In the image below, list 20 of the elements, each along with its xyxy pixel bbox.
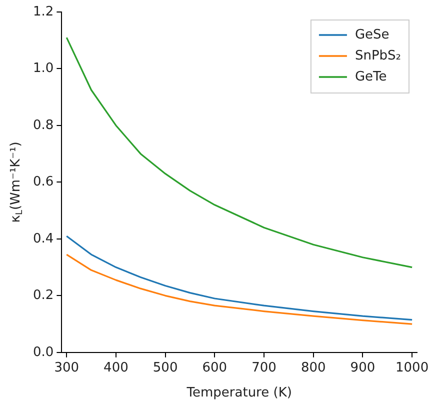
y-tick-label: 1.0	[32, 61, 54, 76]
x-tick-label: 600	[202, 360, 228, 376]
x-tick-label: 400	[104, 360, 128, 376]
x-tick-label: 800	[300, 360, 326, 376]
y-tick-label: 0.0	[32, 344, 54, 360]
legend-label: SnPbS₂	[354, 48, 401, 64]
y-tick-label: 0.2	[32, 288, 54, 304]
y-tick-label: 0.4	[32, 231, 54, 246]
x-tick-label: 700	[252, 360, 276, 376]
y-tick-label: 0.6	[32, 174, 54, 190]
x-axis-title: Temperature (K)	[186, 385, 292, 400]
x-tick-label: 900	[350, 360, 376, 376]
y-tick-label: 1.2	[32, 4, 54, 20]
x-tick-label: 300	[54, 360, 80, 376]
y-axis-title: κL(Wm⁻¹K⁻¹)	[8, 142, 26, 223]
legend-label: GeTe	[354, 69, 387, 84]
legend-label: GeSe	[354, 27, 390, 42]
x-tick-label: 500	[152, 360, 178, 376]
x-tick-label: 1000	[396, 360, 429, 376]
y-tick-label: 0.8	[32, 118, 54, 133]
